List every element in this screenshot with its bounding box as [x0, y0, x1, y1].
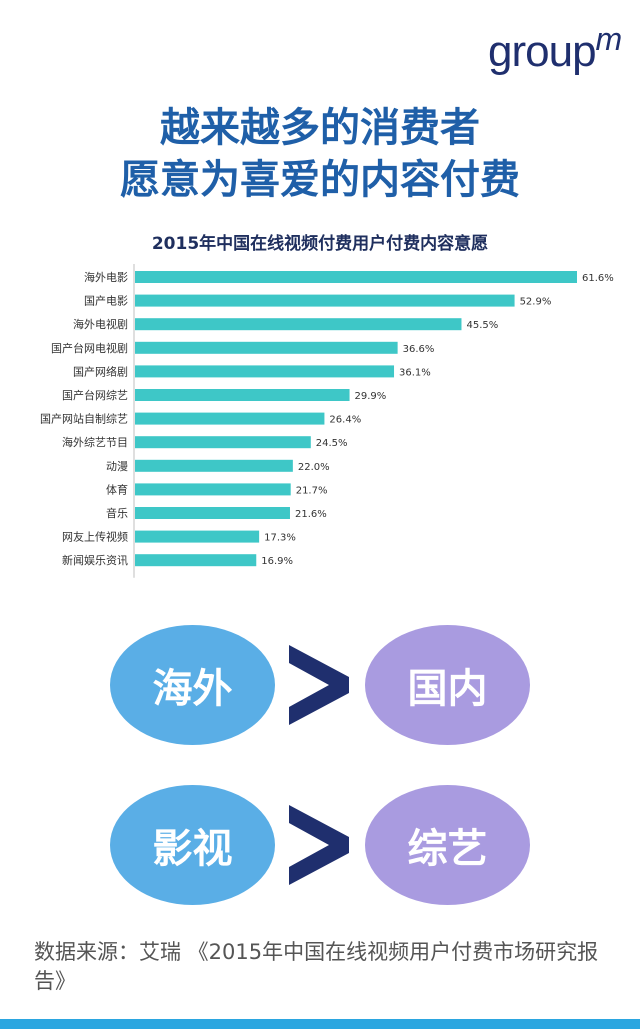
logo-text: group — [488, 27, 597, 76]
bar — [135, 483, 291, 496]
greater-than-icon — [289, 645, 349, 725]
bar — [135, 294, 515, 307]
bar-chart: 海外电影 61.6% 国产电影 52.9% 海外电视剧 45.5% 国产台网电视剧 36.6%… — [40, 264, 614, 578]
category-label: 国产电影 — [84, 294, 128, 308]
bar — [135, 459, 293, 472]
category-label: 网友上传视频 — [62, 530, 128, 544]
category-label: 体育 — [106, 482, 128, 496]
category-label: 海外电影 — [84, 270, 128, 284]
bar — [135, 271, 577, 283]
value-label: 36.1% — [399, 367, 431, 378]
value-label: 21.7% — [296, 485, 328, 496]
comparison-row-2: 影视 综艺 — [0, 775, 640, 915]
value-label: 22.0% — [298, 462, 330, 473]
bar — [135, 341, 398, 354]
value-label: 16.9% — [261, 556, 293, 567]
bar — [135, 389, 350, 401]
value-label: 26.4% — [329, 415, 361, 426]
category-label: 国产网络剧 — [73, 364, 128, 378]
chart-title: 2015年中国在线视频付费用户付费内容意愿 — [151, 234, 489, 254]
category-label: 国产台网电视剧 — [51, 341, 128, 355]
bar — [135, 436, 311, 449]
value-label: 61.6% — [582, 273, 614, 284]
value-label: 17.3% — [264, 533, 296, 544]
bubble-variety: 综艺 — [365, 785, 530, 905]
logo-sup: m — [595, 21, 623, 57]
greater-than-icon — [289, 805, 349, 885]
bubble-film-tv: 影视 — [110, 785, 275, 905]
comparison-row-1: 海外 国内 — [0, 615, 640, 755]
bar — [135, 365, 395, 378]
bubble-domestic: 国内 — [365, 625, 530, 745]
headline-line1: 越来越多的消费者 — [160, 105, 480, 151]
groupm-logo: groupm — [488, 23, 628, 90]
value-label: 45.5% — [466, 320, 498, 331]
bar — [135, 318, 462, 331]
bar — [135, 554, 257, 567]
category-label: 新闻娱乐资讯 — [62, 553, 128, 567]
bar — [135, 530, 260, 543]
category-label: 国产台网综艺 — [62, 388, 128, 402]
category-label: 海外电视剧 — [73, 317, 128, 331]
category-label: 动漫 — [106, 459, 128, 473]
value-label: 21.6% — [295, 509, 327, 520]
category-label: 海外综艺节目 — [62, 435, 128, 449]
bottom-bar — [0, 1019, 640, 1029]
value-label: 52.9% — [520, 297, 552, 308]
category-label: 音乐 — [106, 506, 128, 520]
value-label: 29.9% — [355, 391, 387, 402]
source-note: 数据来源：艾瑞 《2015年中国在线视频用户付费市场研究报告》 — [34, 940, 599, 993]
category-label: 国产网站自制综艺 — [40, 412, 128, 426]
value-label: 24.5% — [316, 438, 348, 449]
value-label: 36.6% — [403, 344, 435, 355]
headline-line2: 愿意为喜爱的内容付费 — [120, 157, 520, 203]
bubble-overseas: 海外 — [110, 625, 275, 745]
bar — [135, 412, 325, 425]
bar — [135, 507, 290, 519]
